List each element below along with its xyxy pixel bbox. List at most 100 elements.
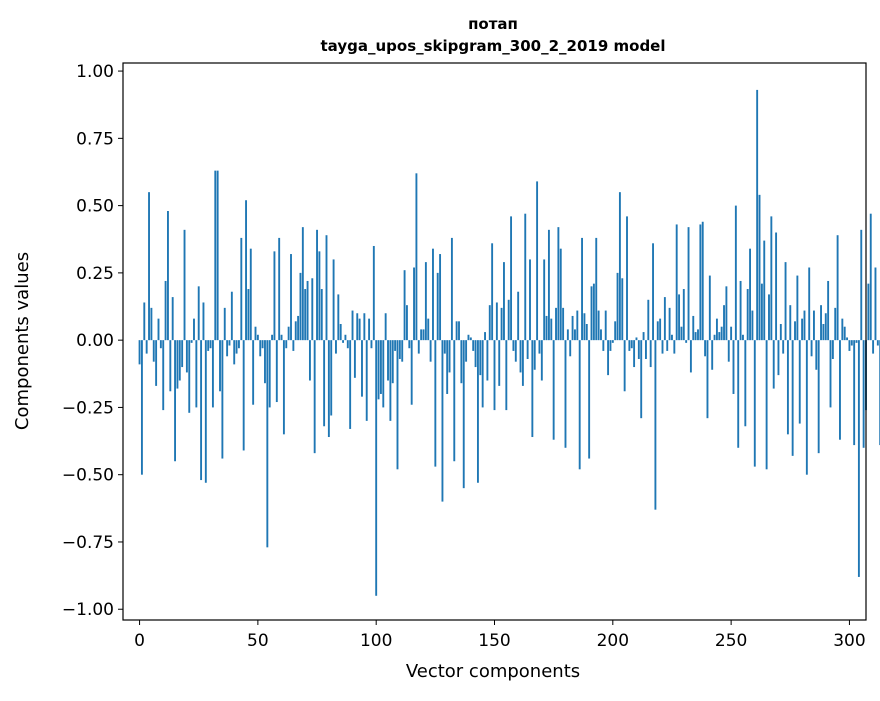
bar-214 <box>644 340 647 359</box>
bar-150 <box>493 340 496 411</box>
x-ticks: 0 50 100 150 200 250 300 <box>134 620 866 651</box>
bar-159 <box>514 340 517 362</box>
bar-152 <box>498 340 501 386</box>
bar-54 <box>266 340 269 548</box>
bar-284 <box>810 340 813 357</box>
bar-84 <box>337 294 340 341</box>
bar-107 <box>391 340 394 384</box>
bar-58 <box>275 340 278 403</box>
bar-15 <box>174 340 176 462</box>
bar-227 <box>675 224 678 341</box>
bar-303 <box>855 340 858 343</box>
bar-65 <box>292 340 295 351</box>
bar-22 <box>190 340 193 343</box>
y-tick-label-7: 0.75 <box>76 129 114 149</box>
x-tick-label-3: 150 <box>478 631 510 651</box>
bar-46 <box>247 289 250 341</box>
bar-3 <box>145 340 148 354</box>
bar-38 <box>228 340 231 346</box>
bar-128 <box>441 340 444 502</box>
bar-64 <box>290 254 292 341</box>
bar-154 <box>503 262 505 341</box>
bar-70 <box>304 289 307 341</box>
bar-261 <box>756 89 759 341</box>
bar-61 <box>282 340 285 435</box>
bar-237 <box>699 224 702 341</box>
bar-33 <box>216 170 219 341</box>
bar-11 <box>164 280 167 341</box>
bar-89 <box>349 340 352 429</box>
bar-133 <box>453 340 456 462</box>
bar-82 <box>332 259 335 341</box>
bar-249 <box>727 340 730 362</box>
bar-101 <box>377 340 380 400</box>
bar-297 <box>841 318 844 341</box>
bar-205 <box>623 340 626 392</box>
bar-17 <box>178 340 181 381</box>
x-tick-label-5: 250 <box>715 631 747 651</box>
bar-131 <box>448 340 451 373</box>
bar-209 <box>633 340 636 368</box>
bar-187 <box>581 237 583 341</box>
bar-2 <box>143 302 146 341</box>
bar-263 <box>760 283 763 341</box>
bar-291 <box>827 280 830 341</box>
bar-273 <box>784 262 787 341</box>
bar-276 <box>791 340 794 456</box>
bar-29 <box>207 340 210 351</box>
bar-55 <box>268 340 271 408</box>
bar-36 <box>223 307 226 341</box>
bar-198 <box>607 340 610 376</box>
bar-305 <box>860 229 863 341</box>
bar-255 <box>742 334 744 341</box>
bar-240 <box>706 340 709 419</box>
bar-257 <box>746 289 749 341</box>
bar-251 <box>732 340 735 394</box>
bar-102 <box>379 340 382 394</box>
bar-286 <box>815 340 818 370</box>
bar-155 <box>505 340 508 411</box>
bar-268 <box>772 340 775 389</box>
bar-57 <box>273 251 276 341</box>
x-tick-label-4: 200 <box>597 631 629 651</box>
bar-129 <box>443 340 446 354</box>
bar-6 <box>152 340 155 362</box>
bar-271 <box>779 324 782 341</box>
bar-103 <box>382 340 385 408</box>
bar-169 <box>538 340 541 354</box>
bar-28 <box>204 340 207 483</box>
bar-87 <box>344 334 347 341</box>
bar-182 <box>569 340 572 357</box>
bar-53 <box>264 340 266 384</box>
bar-98 <box>370 340 373 349</box>
bar-267 <box>770 216 773 341</box>
bar-309 <box>869 213 872 341</box>
y-ticks: −1.00 −0.75 −0.50 −0.25 0.00 0.25 0.50 0.75 1.00 <box>62 62 123 620</box>
bar-41 <box>235 340 238 354</box>
bar-91 <box>353 340 356 378</box>
bar-34 <box>219 340 221 392</box>
bar-224 <box>668 307 671 341</box>
bar-7 <box>155 340 158 386</box>
bar-123 <box>429 340 432 362</box>
bar-149 <box>491 243 494 341</box>
bar-93 <box>358 318 361 341</box>
bar-35 <box>221 340 224 459</box>
bar-254 <box>739 280 742 341</box>
bar-8 <box>157 318 160 341</box>
y-tick-label-8: 1.00 <box>76 62 114 82</box>
bar-167 <box>533 340 536 370</box>
bar-194 <box>597 310 600 341</box>
bar-202 <box>616 272 619 341</box>
bar-139 <box>467 334 470 341</box>
chart-subtitle: tayga_upos_skipgram_300_2_2019 model <box>321 37 666 55</box>
bar-37 <box>226 340 229 357</box>
bar-118 <box>417 340 420 354</box>
bar-241 <box>708 275 711 341</box>
bar-26 <box>200 340 203 481</box>
bar-44 <box>242 340 245 451</box>
bar-162 <box>521 340 524 386</box>
bar-161 <box>519 340 522 373</box>
bar-56 <box>271 334 274 341</box>
bar-221 <box>661 340 664 354</box>
